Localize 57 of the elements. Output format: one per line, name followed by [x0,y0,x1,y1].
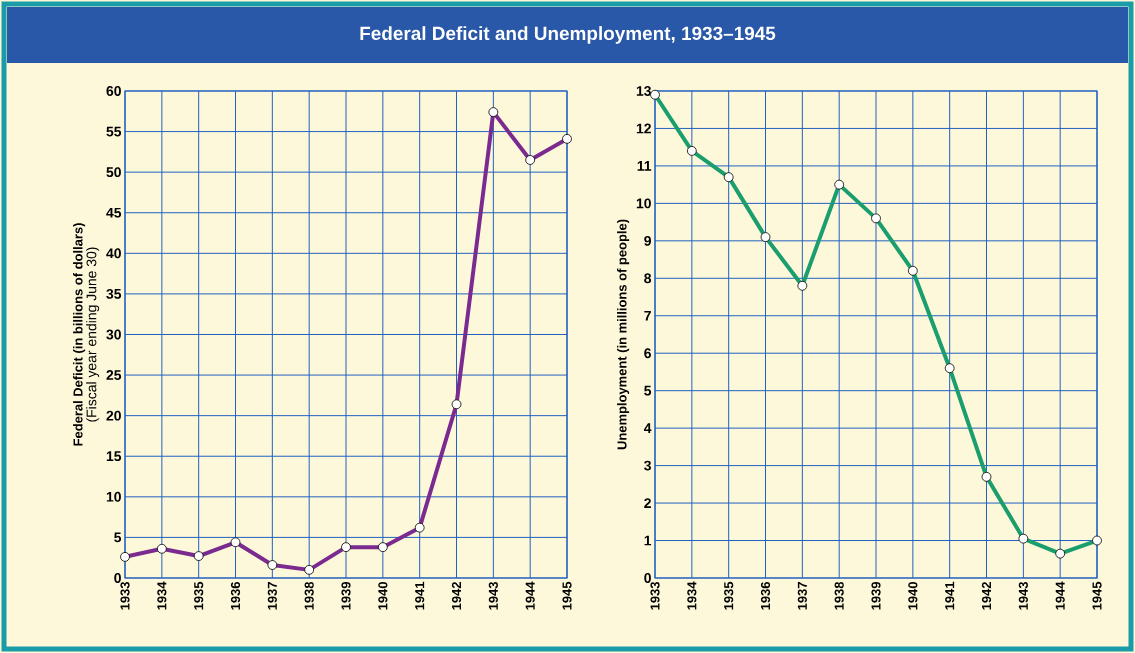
x-tick-label: 1933 [650,581,660,610]
y-tick-label: 3 [644,460,651,471]
x-tick-label: 1936 [230,581,241,610]
y-tick-label: 0 [114,573,121,583]
x-tick-label: 1941 [415,581,425,610]
y-tick-label: 13 [636,86,651,96]
x-tick-label: 1944 [1055,581,1065,610]
x-tick-label: 1938 [834,581,844,610]
x-tick-label: 1942 [451,582,462,610]
x-tick-label: 1935 [194,581,204,610]
text: (Fiscal year ending June 30) [86,247,100,422]
y-tick-label: 4 [643,423,652,433]
x-tick-label: 1943 [488,581,498,610]
x-tick-label: 1937 [797,582,807,610]
y-tick-label: 30 [106,329,121,340]
y-tick-label: 8 [644,273,652,284]
x-tick-label: 1940 [378,582,388,610]
y-tick-label: 35 [106,288,122,299]
x-tick-label: 1939 [871,582,881,610]
y-tick-label: 10 [106,491,121,502]
x-tick-label: 1937 [267,582,277,610]
x-tick-label: 1934 [157,581,167,610]
y-tick-label: 5 [644,385,652,396]
y-tick-label: 12 [636,123,651,134]
y-tick-label: 15 [106,451,122,462]
x-tick-label: 1933 [120,581,130,610]
y-tick-label: 50 [106,167,121,178]
y-tick-label: 6 [644,348,651,359]
y-tick-label: 11 [637,161,652,171]
chart-title: Federal Deficit and Unemployment, 1933–1945 [360,26,776,44]
x-tick-label: 1940 [908,582,918,610]
y-tick-label: 40 [106,248,121,259]
x-tick-label: 1943 [1018,581,1028,610]
y-tick-label: 9 [644,235,651,246]
y-tick-label: 7 [644,310,651,321]
y-tick-label: 5 [114,532,122,543]
x-tick-label: 1944 [525,581,535,610]
y-tick-label: 25 [106,370,122,381]
y-tick-label: 1 [644,535,652,546]
y-axis-title: Unemployment (in millions of people) [617,219,630,450]
y-tick-label: 55 [106,126,122,137]
y-tick-label: 60 [106,86,121,96]
x-tick-label: 1934 [687,581,697,610]
x-tick-label: 1935 [724,581,734,610]
x-tick-label: 1938 [304,581,314,610]
y-tick-label: 10 [636,198,651,209]
x-tick-label: 1941 [945,581,955,610]
y-tick-label: 0 [644,573,651,583]
x-tick-label: 1945 [562,581,572,610]
x-tick-label: 1936 [760,581,771,610]
y-tick-label: 2 [644,498,651,508]
x-tick-label: 1942 [981,582,992,610]
x-tick-label: 1945 [1092,581,1102,610]
y-axis-title: Federal Deficit (in billions of dollars) [73,223,86,446]
y-tick-label: 45 [106,207,122,218]
x-tick-label: 1939 [341,582,351,610]
y-tick-label: 20 [106,410,121,421]
